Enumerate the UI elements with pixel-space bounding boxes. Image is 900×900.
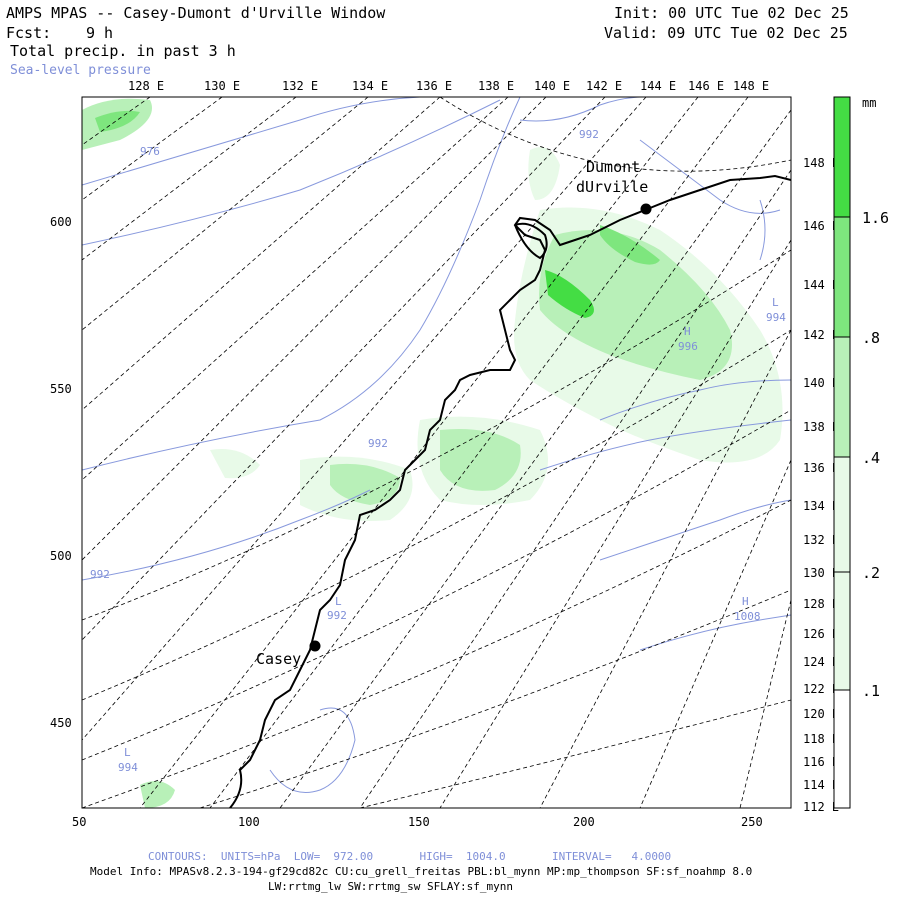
precip-legend: mm 1.6 .8 .4 .2 .1 [833,96,889,809]
y-tick: 450 [50,716,72,730]
right-lon-labels: 148 E 146 E 144 E 142 E 140 E 138 E 136 … [803,156,839,814]
x-tick: 250 [741,815,763,829]
legend-level: .8 [862,329,880,347]
high-marker: H [684,325,691,338]
right-label: 130 E [803,566,839,580]
legend-band-0-1 [834,690,850,808]
legend-band-0-4 [834,337,850,457]
pressure-label: 996 [678,340,698,353]
right-label: 116 E [803,755,839,769]
right-label: 128 E [803,597,839,611]
legend-band-0-2 [834,457,850,690]
right-label: 112 E [803,800,839,814]
right-label: 124 E [803,655,839,669]
x-tick: 100 [238,815,260,829]
y-tick: 550 [50,382,72,396]
valid-time: Valid: 09 UTC Tue 02 Dec 25 [604,24,848,42]
plot-frame [81,96,792,809]
graticule [82,97,791,808]
pressure-label: 976 [140,145,160,158]
legend-band-1-6 [834,97,850,217]
pressure-label: 994 [118,761,138,774]
legend-band-0-8 [834,217,850,337]
overlay-name: Sea-level pressure [10,63,151,78]
lon-label: 148 E [733,79,769,93]
y-tick: 500 [50,549,72,563]
x-tick: 150 [408,815,430,829]
coastline [229,174,791,808]
durville-label: dUrville [576,178,648,196]
right-label: 138 E [803,420,839,434]
casey-label: Casey [256,650,301,668]
field-name: Total precip. in past 3 h [10,42,236,60]
pressure-label: 992 [579,128,599,141]
high-marker: H [742,595,749,608]
dumont-label: Dumont [586,158,640,176]
pressure-label: 994 [766,311,786,324]
lon-label: 128 E [128,79,164,93]
lon-label: 146 E [688,79,724,93]
pressure-label: 992 [368,437,388,450]
right-label: 118 E [803,732,839,746]
lon-label: 134 E [352,79,388,93]
forecast-value: 9 h [86,24,114,42]
right-label: 132 E [803,533,839,547]
lon-label: 138 E [478,79,514,93]
pressure-label: 1008 [734,610,761,623]
lon-label: 140 E [534,79,570,93]
right-label: 126 E [803,627,839,641]
lon-label: 130 E [204,79,240,93]
dumont-durville-marker [640,203,652,215]
low-marker: L [772,296,779,309]
legend-level: 1.6 [862,209,889,227]
pressure-label: 992 [90,568,110,581]
right-label: 136 E [803,461,839,475]
right-label: 144 E [803,278,839,292]
x-axis-ticks: 50 100 150 200 250 [72,815,763,829]
right-label: 120 E [803,707,839,721]
pressure-label: 992 [327,609,347,622]
init-time: Init: 00 UTC Tue 02 Dec 25 [614,4,849,22]
precip-shading [82,98,783,808]
right-label: 122 E [803,682,839,696]
right-label: 140 E [803,376,839,390]
right-label: 134 E [803,499,839,513]
stations: Dumont dUrville Casey [256,158,652,668]
contour-info: CONTOURS: UNITS=hPa LOW= 972.00 HIGH= 10… [148,850,672,863]
x-tick: 50 [72,815,86,829]
lon-label: 132 E [282,79,318,93]
map-plot [82,97,791,808]
pressure-labels: 976 992 992 992 992 996 994 1008 994 L H… [90,128,786,774]
lon-label: 142 E [586,79,622,93]
right-label: 114 E [803,778,839,792]
map-title: AMPS MPAS -- Casey-Dumont d'Urville Wind… [6,4,386,22]
low-marker: L [335,595,342,608]
forecast-label: Fcst: [6,24,52,42]
right-label: 148 E [803,156,839,170]
y-axis-ticks: 600 550 500 450 [50,215,72,730]
y-tick: 600 [50,215,72,229]
right-label: 142 E [803,328,839,342]
lon-label: 136 E [416,79,452,93]
x-tick: 200 [573,815,595,829]
model-info: Model Info: MPASv8.2.3-194-gf29cd82c CU:… [90,865,753,878]
legend-level: .2 [862,564,880,582]
low-marker: L [124,746,131,759]
casey-marker [309,640,321,652]
lon-label: 144 E [640,79,676,93]
legend-level: .1 [862,682,880,700]
model-info-line2: LW:rrtmg_lw SW:rrtmg_sw SFLAY:sf_mynn [268,880,514,893]
top-lon-labels: 128 E 130 E 132 E 134 E 136 E 138 E 140 … [128,79,769,93]
pressure-contours [82,97,791,793]
legend-unit: mm [862,96,876,110]
legend-level: .4 [862,449,880,467]
right-label: 146 E [803,219,839,233]
